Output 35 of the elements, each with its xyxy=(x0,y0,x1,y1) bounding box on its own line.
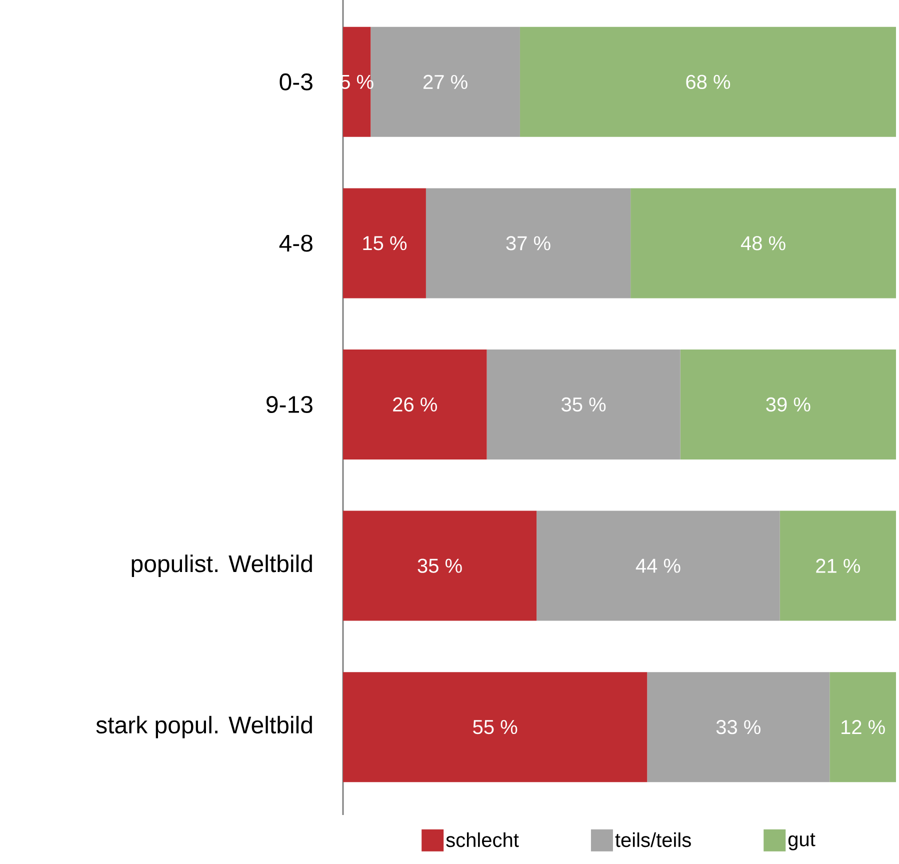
data-label: 12 % xyxy=(842,720,885,734)
y-tick-label: stark popul. Weltbild xyxy=(96,716,312,738)
data-label: 68 % xyxy=(686,74,730,89)
bar xyxy=(343,672,648,782)
bar xyxy=(426,188,631,298)
legend-label: gut xyxy=(788,833,816,850)
y-tick-label: 0-3 xyxy=(280,73,312,90)
data-label: 35 % xyxy=(418,558,462,573)
legend-label: schlecht xyxy=(446,832,519,848)
data-label: 33 % xyxy=(716,720,760,734)
bar xyxy=(647,672,830,782)
legend-label: teils/teils xyxy=(615,832,691,848)
bar xyxy=(536,510,780,621)
data-label: 39 % xyxy=(766,397,810,412)
y-tick-label: 9-13 xyxy=(266,396,312,414)
bar xyxy=(486,350,680,460)
data-label: 26 % xyxy=(393,397,437,412)
data-label: 55 % xyxy=(473,720,518,734)
data-label: 27 % xyxy=(424,74,468,89)
data-label: 15 % xyxy=(363,236,407,250)
bar xyxy=(680,350,896,460)
data-label: 44 % xyxy=(636,558,680,573)
data-label: 35 % xyxy=(562,397,606,412)
bar xyxy=(630,188,896,298)
bar xyxy=(343,510,537,621)
bar xyxy=(343,350,487,460)
data-label: 21 % xyxy=(816,558,860,573)
y-tick-label: 4-8 xyxy=(279,234,312,252)
bar xyxy=(343,188,426,298)
bar xyxy=(520,26,896,137)
y-tick-label: populist. Weltbild xyxy=(132,554,312,577)
bar xyxy=(830,672,896,782)
data-label: 48 % xyxy=(740,236,786,250)
bar xyxy=(780,510,896,621)
data-label: 37 % xyxy=(506,236,550,250)
